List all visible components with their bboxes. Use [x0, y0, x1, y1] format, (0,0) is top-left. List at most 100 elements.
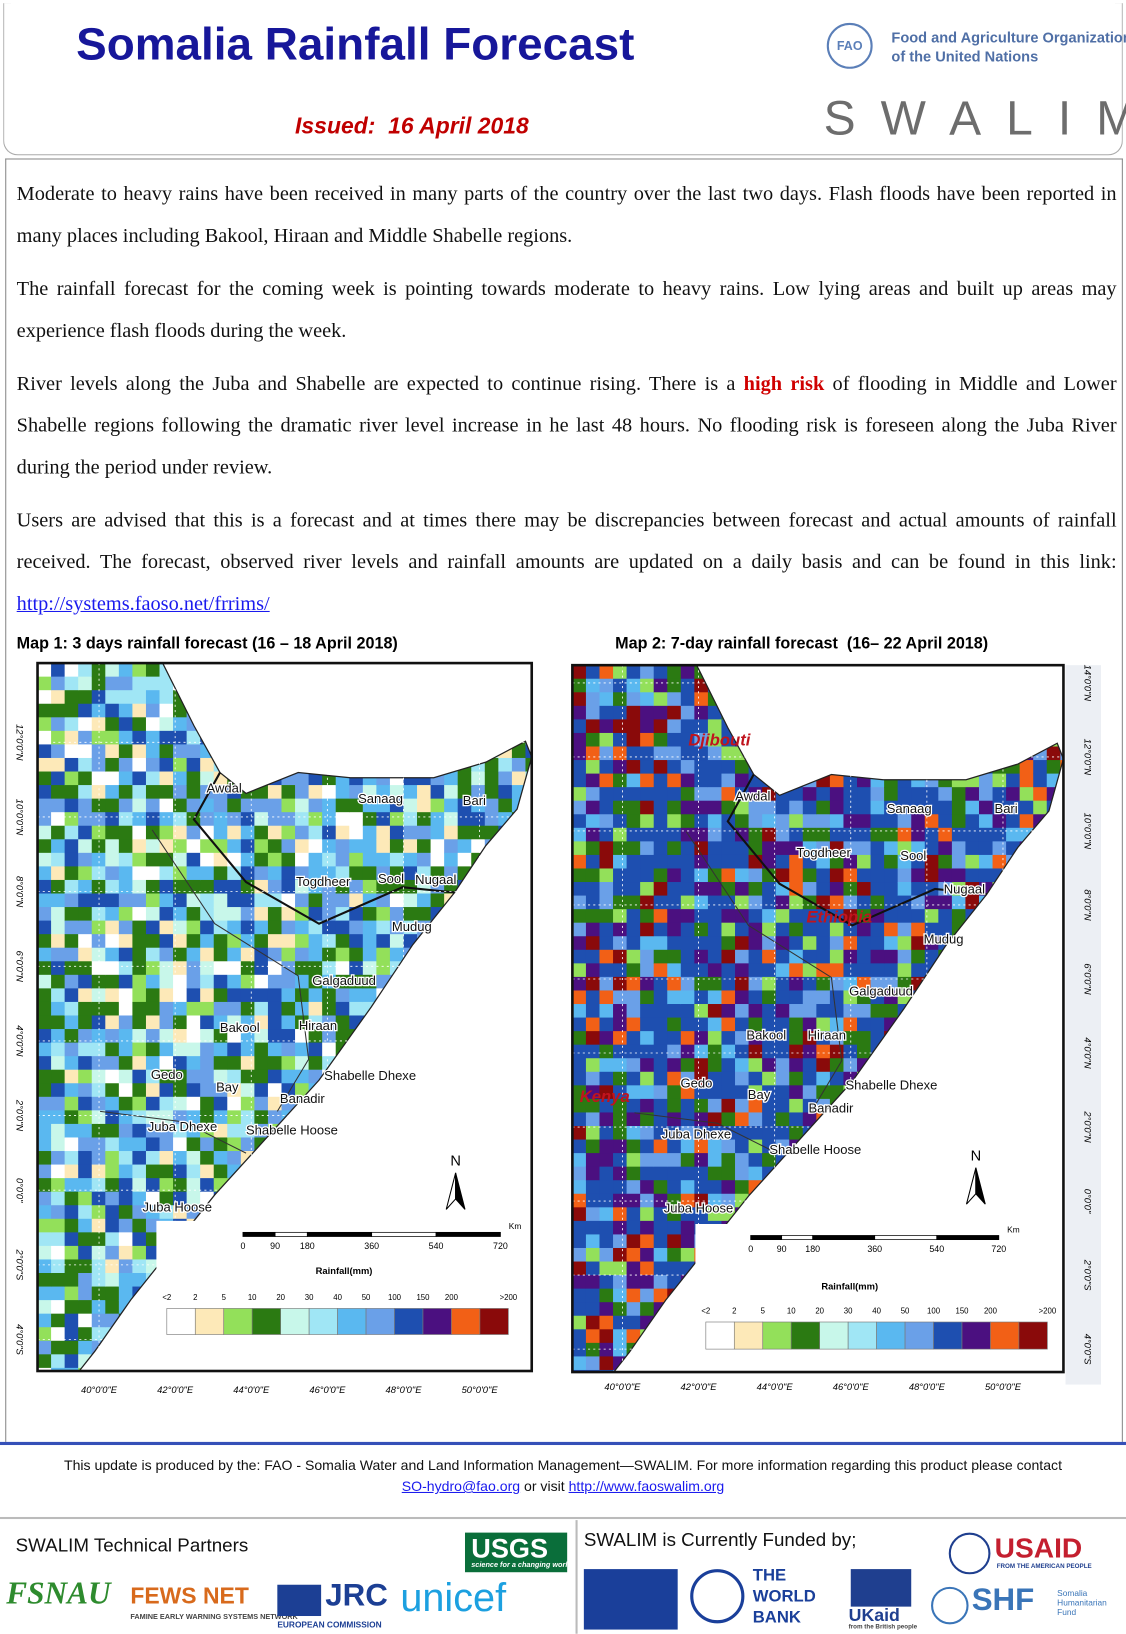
rain-cell [105, 839, 120, 854]
url-link[interactable]: http://www.faoswalim.org [568, 1478, 725, 1495]
rain-cell [802, 692, 817, 707]
rain-cell [308, 730, 323, 745]
rain-cell [484, 1096, 499, 1111]
rain-cell [640, 854, 655, 869]
rain-cell [789, 1071, 804, 1086]
scale-label: 0 [240, 1241, 245, 1251]
shf-logo: SHF [971, 1582, 1035, 1618]
rain-cell [308, 812, 323, 827]
rain-cell [78, 1259, 93, 1274]
rain-cell [870, 949, 885, 964]
rain-cell [376, 920, 391, 935]
rain-cell [254, 974, 269, 989]
rain-cell [281, 988, 296, 1003]
rain-cell [64, 1083, 79, 1098]
rain-cell [1046, 1153, 1061, 1168]
rain-cell [1033, 719, 1048, 734]
rain-cell [484, 947, 499, 962]
rain-cell [626, 1004, 641, 1019]
rain-cell [498, 947, 513, 962]
rain-cell [843, 854, 858, 869]
rain-cell [308, 974, 323, 989]
rain-cell [105, 866, 120, 881]
legend-swatch [308, 1308, 338, 1335]
rain-cell [105, 1245, 120, 1260]
rain-cell [613, 882, 628, 897]
rain-cell [870, 746, 885, 761]
rain-cell [789, 1031, 804, 1046]
rain-cell [789, 841, 804, 856]
rain-cell [322, 703, 337, 718]
rain-cell [762, 963, 777, 978]
rain-cell [118, 1232, 133, 1247]
rain-cell [585, 1071, 601, 1086]
rain-cell [843, 1125, 858, 1141]
rain-cell [938, 854, 953, 869]
rain-cell [281, 866, 296, 881]
rain-cell [376, 690, 391, 705]
rain-cell [897, 1180, 912, 1195]
rain-cell [911, 1098, 926, 1113]
rain-cell [173, 1029, 188, 1044]
rain-cell [1006, 882, 1021, 897]
rain-cell [200, 852, 215, 867]
rain-cell [951, 949, 966, 964]
rain-cell [295, 852, 310, 867]
rain-cell [159, 825, 174, 840]
rain-cell [37, 1191, 52, 1206]
rain-cell [707, 773, 722, 788]
rain-cell [748, 1098, 763, 1113]
rain-cell [707, 990, 722, 1005]
rain-cell [37, 1300, 52, 1315]
rain-cell [884, 1166, 899, 1181]
rain-cell [613, 814, 628, 829]
region-label: Hiraan [299, 1018, 337, 1033]
rain-cell [64, 988, 79, 1003]
rain-cell [802, 922, 817, 937]
rain-cell [802, 1166, 817, 1181]
rain-cell [145, 730, 161, 745]
rain-cell [653, 854, 668, 869]
rain-cell [707, 909, 722, 924]
rain-cell [37, 812, 52, 827]
rain-cell [938, 909, 953, 924]
rain-cell [1033, 800, 1048, 815]
legend-swatch [762, 1321, 792, 1350]
rain-cell [667, 922, 682, 937]
rain-cell [653, 1004, 668, 1019]
rain-cell [1046, 841, 1061, 856]
rain-cell [78, 663, 93, 678]
rain-cell [667, 1098, 682, 1113]
rain-cell [829, 882, 844, 897]
scale-label: 540 [929, 1244, 944, 1254]
rain-cell [1019, 1180, 1034, 1195]
rain-cell [1046, 1112, 1061, 1127]
rain-cell [965, 719, 980, 734]
rain-cell [640, 1139, 655, 1154]
rain-cell [308, 1069, 323, 1084]
rain-cell [349, 744, 364, 759]
rain-cell [430, 1178, 445, 1193]
link[interactable]: http://systems.faoso.net/frrims/ [16, 593, 270, 616]
rain-cell [857, 976, 872, 991]
rain-cell [308, 1029, 323, 1044]
rain-cell [200, 744, 215, 759]
rain-cell [897, 719, 912, 734]
rain-cell [254, 1042, 269, 1057]
rain-cell [105, 798, 120, 813]
rain-cell [640, 909, 655, 924]
rain-cell [978, 841, 994, 856]
rain-cell [884, 800, 899, 815]
rain-cell [64, 1151, 79, 1166]
rain-cell [200, 663, 215, 678]
rain-cell [653, 1234, 668, 1249]
rain-cell [572, 841, 587, 856]
rain-cell [105, 961, 120, 976]
email-link[interactable]: SO-hydro@fao.org [401, 1478, 521, 1495]
rain-cell [254, 1015, 269, 1030]
rain-cell [78, 1300, 93, 1315]
rain-cell [735, 949, 750, 964]
rain-cell [748, 868, 763, 883]
rain-cell [775, 692, 790, 707]
rain-cell [653, 787, 668, 802]
